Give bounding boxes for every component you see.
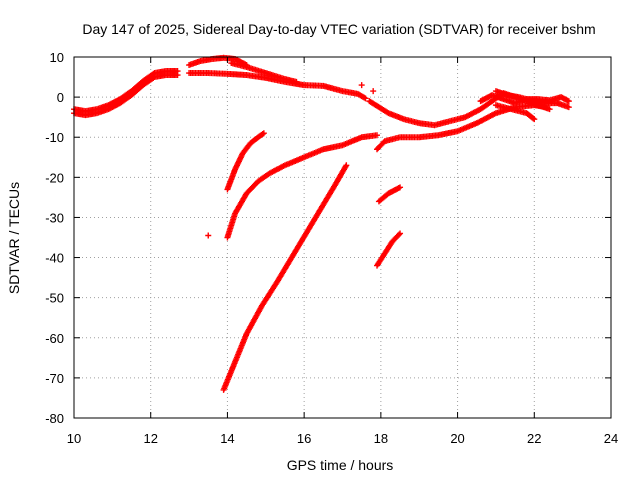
y-axis-label: SDTVAR / TECUs bbox=[6, 182, 22, 294]
y-tick-label: -40 bbox=[45, 251, 64, 266]
series-arc-13 bbox=[492, 102, 538, 123]
y-tick-label: 0 bbox=[57, 90, 64, 105]
series-arc-4 bbox=[228, 60, 300, 85]
grid bbox=[74, 57, 611, 418]
data-point bbox=[395, 231, 402, 238]
y-tick-label: -70 bbox=[45, 371, 64, 386]
y-tick-label: -80 bbox=[45, 411, 64, 426]
data-point bbox=[565, 104, 572, 111]
series-isolated bbox=[205, 82, 377, 239]
data-point bbox=[174, 72, 181, 79]
axis-ticks: 10 12 14 16 18 20 22 24 10 0 -10 -20 -30 -40 -50 -60 -70… bbox=[45, 50, 618, 446]
data-point bbox=[531, 116, 538, 123]
data-point bbox=[397, 230, 404, 237]
data-point bbox=[150, 74, 157, 81]
data-point bbox=[370, 88, 377, 95]
series-arc-8 bbox=[374, 230, 404, 269]
data-point bbox=[343, 162, 350, 169]
data-point bbox=[358, 82, 365, 89]
series-arc-14 bbox=[492, 88, 572, 111]
data-point bbox=[361, 94, 368, 101]
y-tick-label: -20 bbox=[45, 170, 64, 185]
x-tick-label: 14 bbox=[220, 431, 234, 446]
data-point bbox=[259, 131, 266, 138]
x-tick-label: 24 bbox=[604, 431, 618, 446]
series-arc-6 bbox=[224, 132, 381, 241]
data-point bbox=[397, 184, 404, 191]
data-point bbox=[205, 232, 212, 239]
data-point bbox=[546, 106, 553, 113]
x-tick-label: 18 bbox=[374, 431, 388, 446]
x-tick-label: 20 bbox=[450, 431, 464, 446]
series-arc-5 bbox=[224, 130, 267, 193]
data-points bbox=[71, 54, 572, 393]
y-tick-label: -50 bbox=[45, 291, 64, 306]
data-point bbox=[293, 78, 300, 85]
y-tick-label: -30 bbox=[45, 210, 64, 225]
plot-frame bbox=[73, 56, 612, 419]
data-point bbox=[260, 130, 267, 137]
x-axis-label: GPS time / hours bbox=[287, 457, 394, 473]
y-tick-label: 10 bbox=[50, 50, 64, 65]
data-point bbox=[565, 98, 572, 105]
data-point bbox=[374, 132, 381, 139]
data-point bbox=[362, 95, 369, 102]
x-tick-label: 12 bbox=[143, 431, 157, 446]
data-point bbox=[530, 115, 537, 122]
series-arc-9 bbox=[375, 184, 404, 205]
series-arc-7 bbox=[220, 162, 350, 393]
y-tick-label: -10 bbox=[45, 130, 64, 145]
chart-title: Day 147 of 2025, Sidereal Day-to-day VTE… bbox=[82, 21, 595, 37]
x-tick-label: 16 bbox=[297, 431, 311, 446]
series-arc-1b bbox=[71, 72, 181, 119]
x-tick-label: 22 bbox=[527, 431, 541, 446]
y-tick-label: -60 bbox=[45, 331, 64, 346]
x-tick-label: 10 bbox=[67, 431, 81, 446]
